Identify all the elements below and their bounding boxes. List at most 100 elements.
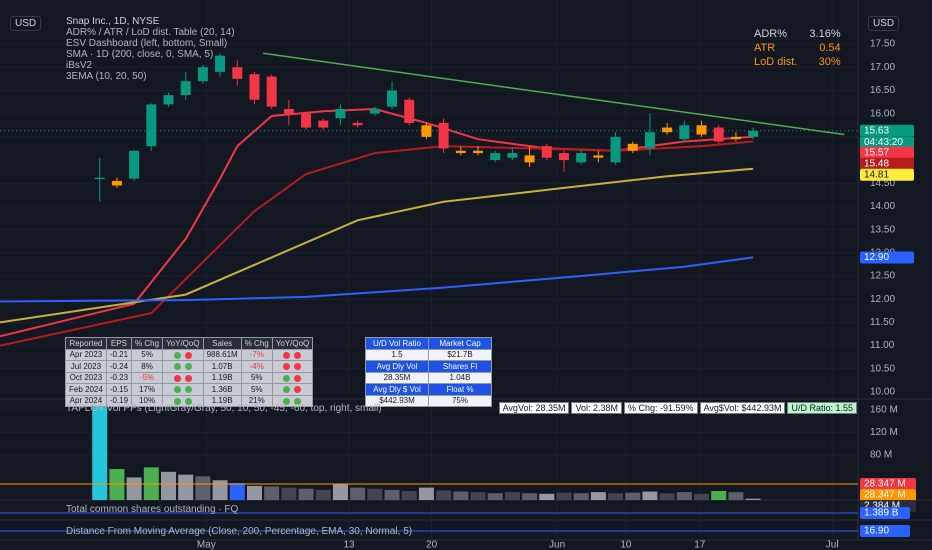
dot-cell bbox=[162, 371, 204, 384]
candle-body bbox=[490, 153, 501, 161]
volume-bar bbox=[246, 485, 262, 500]
table-cell: 0.54 bbox=[819, 42, 841, 54]
dot-cell bbox=[162, 360, 204, 373]
price-label-bg bbox=[860, 478, 916, 491]
table-cell: Feb 2024 bbox=[65, 383, 107, 396]
y-tick-label: 17.00 bbox=[870, 62, 895, 73]
candle-body bbox=[129, 150, 140, 179]
table-cell: ATR bbox=[754, 42, 776, 54]
volume-stats: AvgVol: 28.35M Vol: 2.38M% Chg: -91.59% Av… bbox=[498, 402, 857, 414]
status-dot bbox=[173, 363, 181, 371]
indicator-name: SMA · 1D (200, close, 0, SMA, 5) bbox=[66, 49, 214, 60]
table-row: 1.5 $21.7B bbox=[365, 348, 492, 361]
y-tick-label: 17.50 bbox=[870, 39, 895, 50]
dot-cell bbox=[162, 394, 204, 407]
candle-body bbox=[404, 99, 415, 123]
price-label: 14.81 bbox=[864, 169, 889, 180]
candle-body bbox=[421, 125, 432, 137]
candle-body bbox=[507, 153, 518, 158]
candle-body bbox=[352, 122, 363, 126]
table-cell: -7% bbox=[240, 348, 273, 361]
price-label: 2.384 M bbox=[864, 501, 900, 512]
table-row: ADR% 3.16% bbox=[748, 27, 847, 41]
price-label-bg bbox=[860, 507, 910, 519]
y-tick-label: 14.50 bbox=[870, 178, 895, 189]
currency-button[interactable]: USD bbox=[10, 16, 42, 31]
candle-body bbox=[266, 76, 277, 107]
indicator-line bbox=[0, 167, 754, 324]
price-label-bg bbox=[860, 168, 914, 181]
table-cell: $21.7B bbox=[428, 348, 492, 361]
header-cell: YoY/QoQ bbox=[271, 337, 314, 350]
table-cell: 5% bbox=[131, 348, 164, 361]
table-cell: -0.15 bbox=[105, 383, 133, 396]
table-cell: 21% bbox=[240, 394, 273, 407]
candle-body bbox=[713, 127, 724, 142]
price-label: 12.90 bbox=[864, 252, 889, 263]
table-cell: 8% bbox=[131, 360, 164, 373]
table-row: Apr 2023 -0.21 5% 988.61M -7% bbox=[65, 348, 314, 361]
dot-cell bbox=[271, 360, 314, 373]
stats-table: U/D Vol Ratio Market Cap 1.5 $21.7B Avg Dly … bbox=[365, 337, 492, 407]
candle-body bbox=[94, 177, 105, 180]
price-label: 28.347 M bbox=[864, 479, 906, 490]
volume-bar bbox=[298, 488, 314, 500]
candle-body bbox=[524, 155, 535, 163]
candle-body bbox=[455, 150, 466, 154]
price-label-bg bbox=[860, 251, 914, 264]
table-row: ATR 0.54 bbox=[748, 41, 847, 55]
y-tick-label: 80 M bbox=[870, 450, 892, 461]
table-cell: 5% bbox=[240, 383, 273, 396]
candle-body bbox=[301, 113, 312, 128]
volume-bar bbox=[728, 492, 744, 500]
candle-body bbox=[180, 81, 191, 96]
volume-bar bbox=[126, 477, 142, 500]
price-label: 28.347 M bbox=[864, 490, 906, 501]
price-axis-bg bbox=[858, 0, 932, 550]
volume-stat: % Chg: -91.59% bbox=[624, 402, 698, 414]
price-label-bg bbox=[860, 157, 914, 170]
candle-body bbox=[249, 74, 260, 100]
indicator-legend: Snap Inc., 1D, NYSE ADR% / ATR / LoD dis… bbox=[66, 16, 235, 82]
table-cell: 17% bbox=[131, 383, 164, 396]
candle-body bbox=[438, 122, 449, 149]
candle-body bbox=[696, 125, 707, 135]
volume-bar bbox=[642, 491, 658, 500]
table-row: Apr 2024 -0.19 10% 1.19B 21% bbox=[65, 394, 314, 407]
header-cell: Sales bbox=[202, 337, 242, 350]
currency-button[interactable]: USD bbox=[868, 16, 900, 31]
table-row: Avg Dly $ Vol Float % bbox=[365, 383, 492, 396]
table-cell: Oct 2023 bbox=[65, 371, 107, 384]
status-dot bbox=[184, 374, 192, 382]
table-cell: -0.24 bbox=[105, 360, 133, 373]
table-row: Jul 2023 -0.24 8% 1.07B -4% bbox=[65, 360, 314, 373]
table-cell: 1.04B bbox=[428, 371, 492, 384]
status-dot bbox=[173, 351, 181, 359]
status-dot bbox=[173, 397, 181, 405]
table-row: Oct 2023 -0.23 -5% 1.19B 5% bbox=[65, 371, 314, 384]
candle-body bbox=[730, 136, 741, 140]
volume-bar bbox=[350, 487, 366, 500]
volume-bar bbox=[590, 492, 606, 500]
status-dot bbox=[184, 397, 192, 405]
volume-bar bbox=[556, 492, 572, 500]
candle-body bbox=[215, 55, 226, 72]
earnings-table: Reported EPS% Chg YoY/QoQ Sales% Chg YoY/QoQ… bbox=[65, 337, 314, 407]
table-cell: 75% bbox=[428, 394, 492, 407]
status-dot bbox=[283, 397, 291, 405]
status-dot bbox=[283, 386, 291, 394]
y-tick-label: 13.50 bbox=[870, 224, 895, 235]
table-cell: Float % bbox=[428, 383, 492, 396]
status-dot bbox=[283, 363, 291, 371]
candle-body bbox=[473, 150, 484, 154]
volume-bar bbox=[315, 489, 331, 500]
table-row: LoD dist. 30% bbox=[748, 55, 847, 69]
indicator-line bbox=[262, 52, 845, 136]
dot-cell bbox=[271, 348, 314, 361]
table-cell: LoD dist. bbox=[754, 56, 798, 68]
volume-bar bbox=[384, 489, 400, 500]
status-dot bbox=[173, 374, 181, 382]
volume-bar bbox=[92, 404, 108, 500]
candle-body bbox=[644, 132, 655, 149]
